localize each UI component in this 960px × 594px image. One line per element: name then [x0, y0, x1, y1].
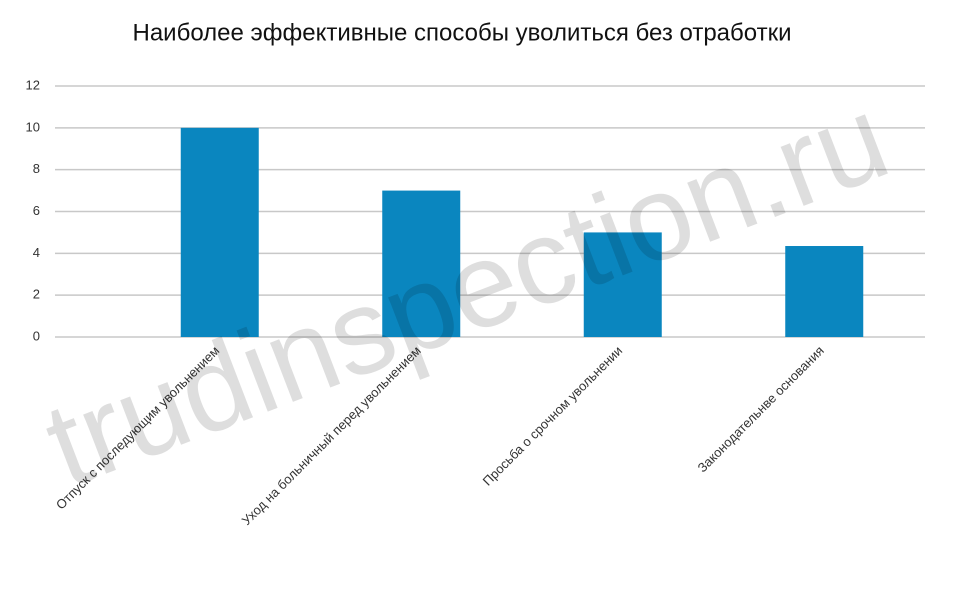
watermark: trudinspection.ru — [29, 70, 905, 513]
y-tick-label: 2 — [33, 287, 40, 302]
y-tick-label: 8 — [33, 161, 40, 176]
bar — [382, 190, 461, 337]
y-tick-label: 6 — [33, 203, 40, 218]
bar — [785, 246, 864, 337]
bar — [180, 127, 259, 337]
y-tick-label: 4 — [33, 245, 40, 260]
y-tick-label: 10 — [26, 119, 40, 134]
x-tick-label: Просьба о срочном увольнении — [480, 343, 626, 489]
y-tick-label: 0 — [33, 328, 40, 343]
x-tick-label: Законодательнве основания — [694, 343, 826, 475]
bar — [583, 232, 662, 337]
chart-title: Наиболее эффективные способы уволиться б… — [133, 19, 792, 46]
y-tick-label: 12 — [26, 77, 40, 92]
